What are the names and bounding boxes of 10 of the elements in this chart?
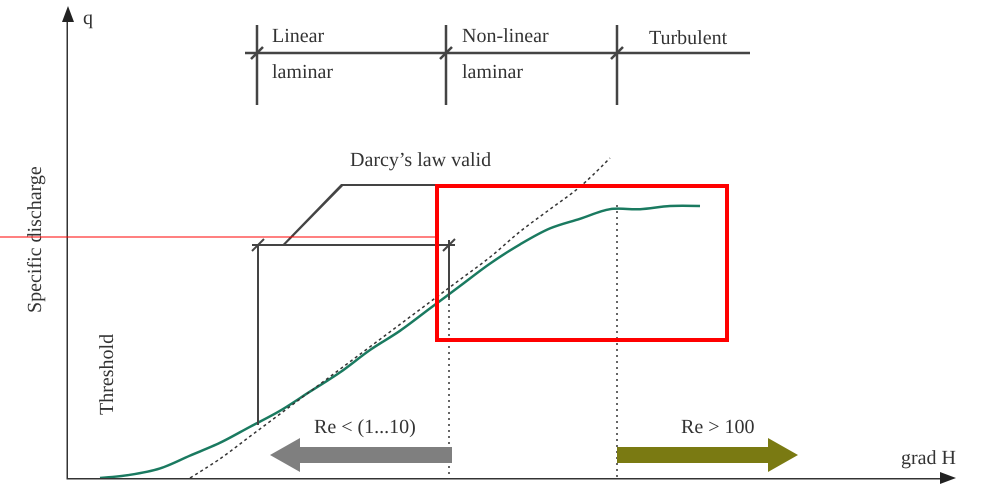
y-axis-title: Specific discharge [24, 166, 46, 313]
annotation: Darcy’s law valid [350, 149, 492, 171]
annotation: Re < (1...10) [314, 416, 416, 438]
text: q [83, 7, 93, 29]
annotation: Threshold [96, 334, 118, 415]
text: Non-linear laminar [462, 25, 549, 83]
text: Linear laminar [272, 25, 334, 83]
text: Turbulent [649, 27, 728, 49]
text: grad H [901, 447, 956, 469]
annotation: Re > 100 [681, 416, 754, 438]
